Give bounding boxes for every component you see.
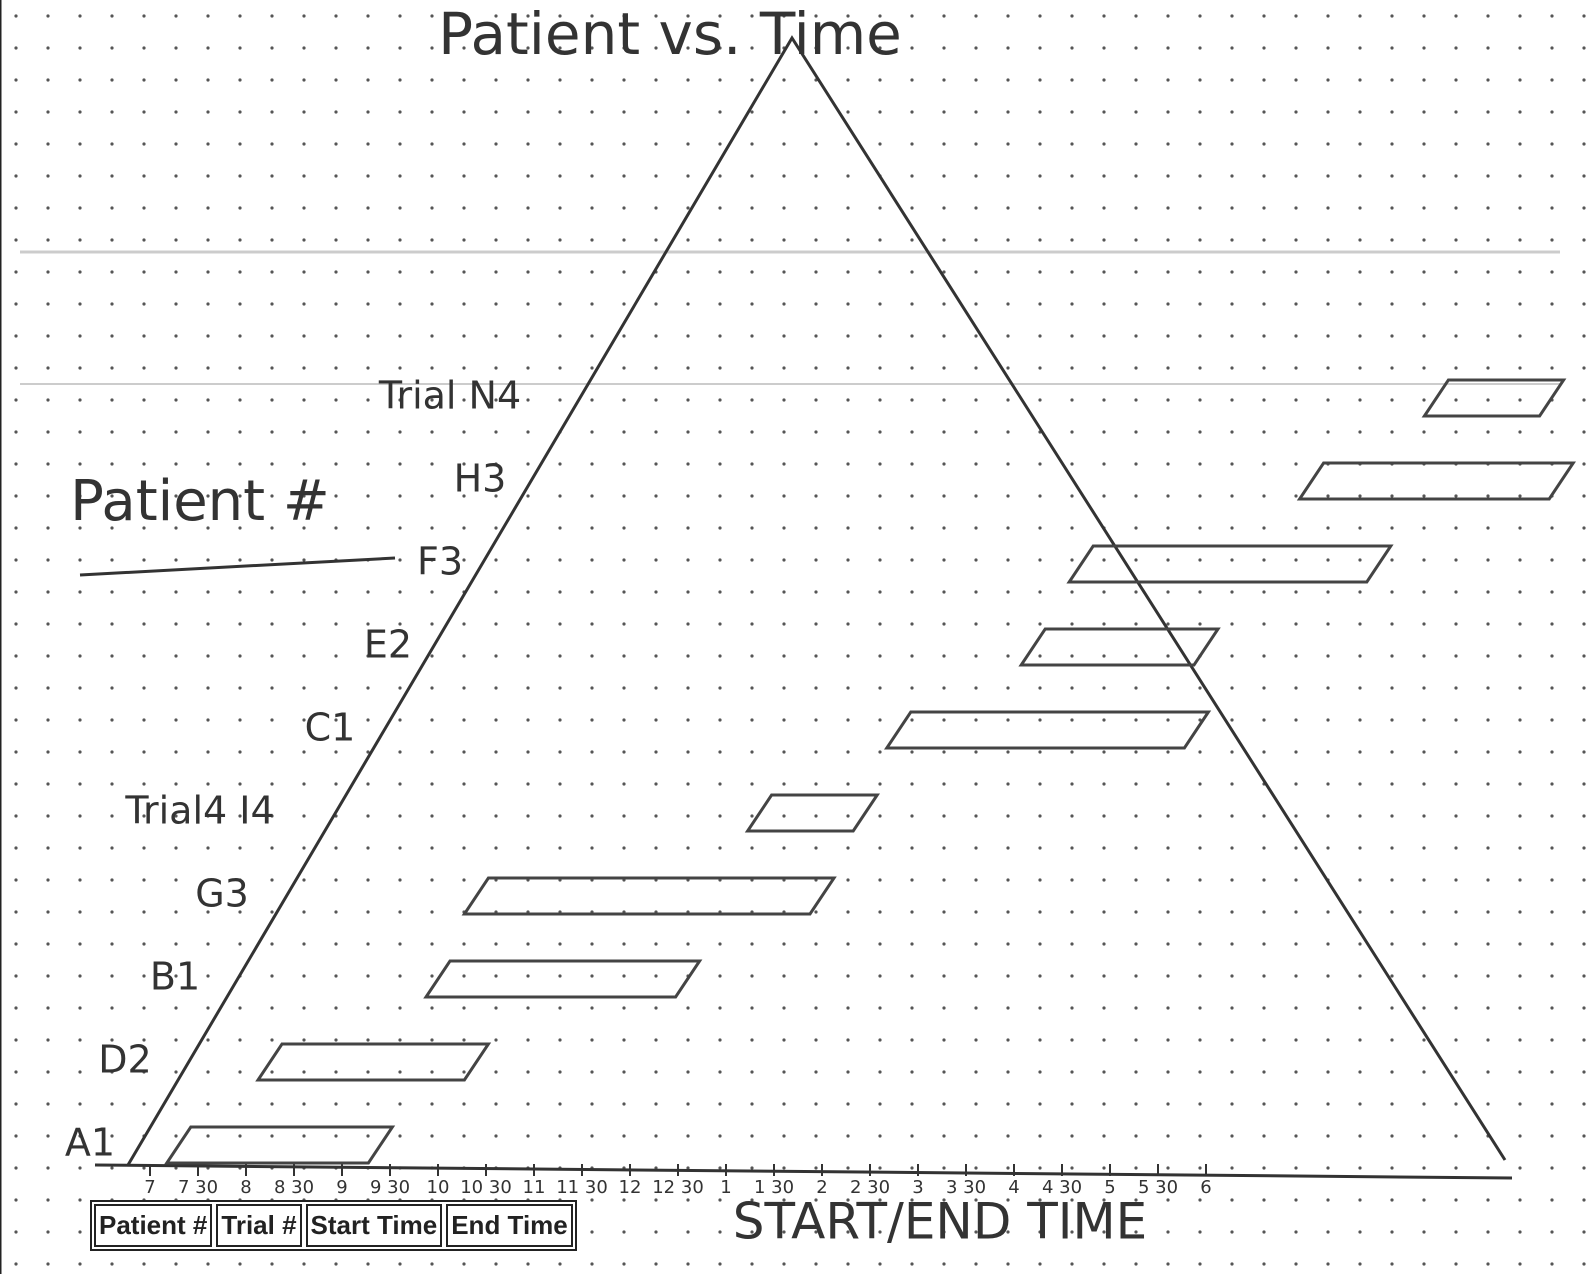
x-tick-label: 7: [144, 1177, 155, 1198]
range-bar: [255, 1042, 492, 1082]
x-tick-label: 6: [1200, 1177, 1211, 1198]
underline: [79, 556, 396, 577]
y-tick-label: F3: [417, 540, 463, 584]
x-tick-label: 4 30: [1042, 1177, 1082, 1198]
x-tick-label: 9 30: [370, 1177, 410, 1198]
range-bar: [461, 876, 837, 916]
x-tick-label: 10: [427, 1177, 450, 1198]
y-tick-label: H3: [454, 457, 507, 501]
y-tick-label: B1: [150, 955, 200, 999]
header-cell: Trial #: [216, 1204, 302, 1247]
range-bar: [883, 710, 1212, 750]
y-tick-label: A1: [65, 1121, 115, 1165]
range-bar: [1018, 627, 1221, 667]
chart-title: Patient vs. Time: [438, 0, 902, 68]
y-tick-label: Trial N4: [378, 374, 521, 418]
y-tick-label: E2: [364, 623, 412, 667]
range-bar: [1421, 378, 1567, 418]
x-tick-label: 10 30: [460, 1177, 512, 1198]
x-tick-label: 3 30: [946, 1177, 986, 1198]
range-bar: [163, 1125, 396, 1165]
x-axis-label: START/END TIME: [733, 1193, 1148, 1251]
x-tick-label: 4: [1008, 1177, 1019, 1198]
x-tick-label: 11: [523, 1177, 546, 1198]
header-cell: Patient #: [94, 1204, 213, 1247]
header-cell: Start Time: [305, 1204, 443, 1247]
y-axis-label: Patient #: [70, 469, 330, 534]
range-bar: [423, 959, 703, 999]
x-tick-label: 5: [1104, 1177, 1115, 1198]
x-tick-label: 3: [912, 1177, 923, 1198]
x-tick-label: 12: [619, 1177, 642, 1198]
range-bar: [744, 793, 881, 833]
y-tick-label: D2: [98, 1038, 151, 1082]
header-cell: End Time: [446, 1204, 573, 1247]
x-tick-label: 8: [240, 1177, 251, 1198]
y-tick-label: Trial4 I4: [124, 789, 274, 833]
range-bar: [1296, 461, 1577, 501]
x-tick-label: 1: [720, 1177, 731, 1198]
x-tick-label: 5 30: [1138, 1177, 1178, 1198]
x-tick-label: 12 30: [652, 1177, 704, 1198]
x-tick-label: 2 30: [850, 1177, 890, 1198]
x-tick-label: 9: [336, 1177, 347, 1198]
triangle: [126, 35, 1507, 1166]
range-bar: [1066, 544, 1394, 584]
x-tick-label: 2: [816, 1177, 827, 1198]
x-tick-label: 8 30: [274, 1177, 314, 1198]
x-tick-label: 11 30: [556, 1177, 608, 1198]
x-tick-label: 7 30: [178, 1177, 218, 1198]
x-axis: [94, 1163, 1513, 1180]
y-tick-label: G3: [195, 872, 249, 916]
x-tick-label: 1 30: [754, 1177, 794, 1198]
table-header: Patient # Trial # Start Time End Time: [90, 1200, 577, 1251]
y-tick-label: C1: [305, 706, 356, 750]
